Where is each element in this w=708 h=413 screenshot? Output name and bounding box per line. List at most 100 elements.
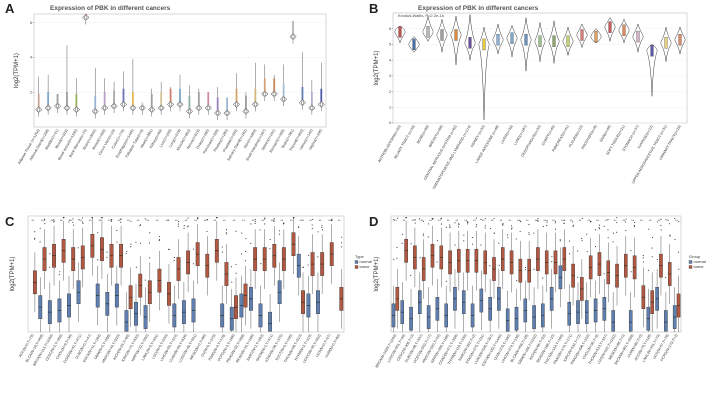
outlier-point bbox=[669, 234, 671, 236]
significance-mark: ** bbox=[204, 219, 207, 223]
violin bbox=[119, 101, 128, 108]
outlier-point bbox=[221, 251, 224, 253]
outlier-point bbox=[533, 232, 535, 234]
outlier-point bbox=[173, 259, 175, 261]
significance-mark: ** bbox=[165, 219, 168, 223]
outlier-point bbox=[43, 219, 46, 221]
outlier-point bbox=[471, 243, 474, 245]
outlier-point bbox=[511, 227, 513, 229]
outlier-point bbox=[586, 233, 588, 235]
outlier-point bbox=[577, 276, 579, 278]
violin-box bbox=[622, 24, 626, 36]
outlier-point bbox=[144, 218, 146, 220]
legend-label-normal: normal bbox=[360, 259, 372, 264]
outlier-point bbox=[489, 227, 491, 230]
outlier-point bbox=[111, 218, 113, 221]
outlier-point bbox=[484, 217, 486, 219]
outlier-point bbox=[467, 223, 469, 225]
significance-mark: ** bbox=[79, 219, 82, 223]
outlier-point bbox=[120, 221, 122, 223]
outlier-point bbox=[82, 221, 84, 223]
violin-box bbox=[216, 97, 219, 114]
significance-mark: ** bbox=[31, 219, 34, 223]
significance-mark: ** bbox=[98, 219, 101, 223]
outlier-point bbox=[642, 261, 645, 263]
median-marker bbox=[216, 111, 220, 116]
significance-mark: ** bbox=[649, 219, 652, 223]
outlier-point bbox=[493, 218, 495, 220]
median-marker bbox=[103, 105, 107, 110]
outlier-point bbox=[168, 219, 170, 221]
violin-box bbox=[37, 93, 40, 110]
outlier-point bbox=[519, 220, 521, 222]
violin-box bbox=[482, 38, 486, 51]
y-tick-label: 0 bbox=[389, 121, 391, 125]
violin-box bbox=[320, 88, 323, 105]
outlier-point bbox=[546, 220, 548, 222]
outlier-point bbox=[546, 225, 548, 227]
median-marker bbox=[291, 34, 295, 39]
outlier-point bbox=[149, 232, 151, 234]
outlier-point bbox=[130, 246, 132, 248]
outlier-point bbox=[559, 239, 561, 241]
median-marker bbox=[131, 105, 135, 110]
significance-mark: ** bbox=[328, 219, 331, 223]
outlier-point bbox=[656, 221, 659, 223]
violin-box bbox=[254, 88, 257, 105]
violin-box bbox=[132, 92, 134, 108]
outlier-point bbox=[283, 223, 285, 225]
outlier-point bbox=[259, 229, 261, 231]
kruskal-wallis-annotation: Kruskal-Wallis, P<2.2e-16 bbox=[398, 13, 445, 18]
outlier-point bbox=[607, 229, 609, 231]
significance-mark: ** bbox=[543, 219, 546, 223]
outlier-point bbox=[612, 232, 614, 234]
significance-mark: ** bbox=[508, 219, 511, 223]
outlier-point bbox=[642, 255, 644, 257]
significance-mark: ** bbox=[89, 219, 92, 223]
outlier-point bbox=[149, 242, 151, 244]
outlier-point bbox=[419, 257, 421, 259]
outlier-point bbox=[302, 219, 304, 221]
outlier-point bbox=[273, 219, 275, 221]
significance-mark: ** bbox=[614, 219, 617, 223]
outlier-point bbox=[402, 233, 404, 235]
outlier-point bbox=[240, 253, 243, 255]
outlier-point bbox=[311, 227, 313, 229]
outlier-point bbox=[674, 239, 676, 241]
outlier-point bbox=[542, 226, 544, 228]
median-marker bbox=[253, 102, 257, 107]
significance-mark: ** bbox=[526, 219, 529, 223]
violin bbox=[478, 27, 490, 120]
significance-mark: ** bbox=[420, 219, 423, 223]
outlier-point bbox=[528, 223, 530, 226]
median-marker bbox=[263, 91, 267, 96]
legend-key-tumor bbox=[688, 265, 693, 269]
outlier-point bbox=[158, 239, 161, 241]
outlier-point bbox=[422, 233, 424, 235]
outlier-point bbox=[225, 229, 227, 231]
violin bbox=[91, 108, 99, 115]
outlier-point bbox=[431, 217, 433, 219]
significance-mark: ** bbox=[570, 219, 573, 223]
outlier-point bbox=[168, 249, 170, 251]
y-tick-label: 6 bbox=[30, 21, 32, 25]
median-marker bbox=[122, 102, 125, 107]
outlier-point bbox=[101, 217, 103, 219]
normal-box bbox=[611, 310, 615, 332]
outlier-point bbox=[449, 226, 451, 228]
significance-mark: ** bbox=[175, 219, 178, 223]
violin-box bbox=[496, 34, 500, 46]
outlier-point bbox=[422, 220, 424, 222]
chart-title: Expression of PBK in different cancers bbox=[418, 5, 539, 12]
outlier-point bbox=[648, 228, 650, 230]
outlier-point bbox=[537, 219, 539, 221]
violin-box bbox=[235, 88, 238, 105]
outlier-point bbox=[144, 279, 146, 281]
violin bbox=[270, 90, 278, 98]
median-marker bbox=[169, 102, 172, 107]
outlier-point bbox=[616, 221, 618, 224]
violin bbox=[176, 101, 184, 108]
outlier-point bbox=[317, 231, 319, 233]
outlier-point bbox=[647, 269, 649, 271]
